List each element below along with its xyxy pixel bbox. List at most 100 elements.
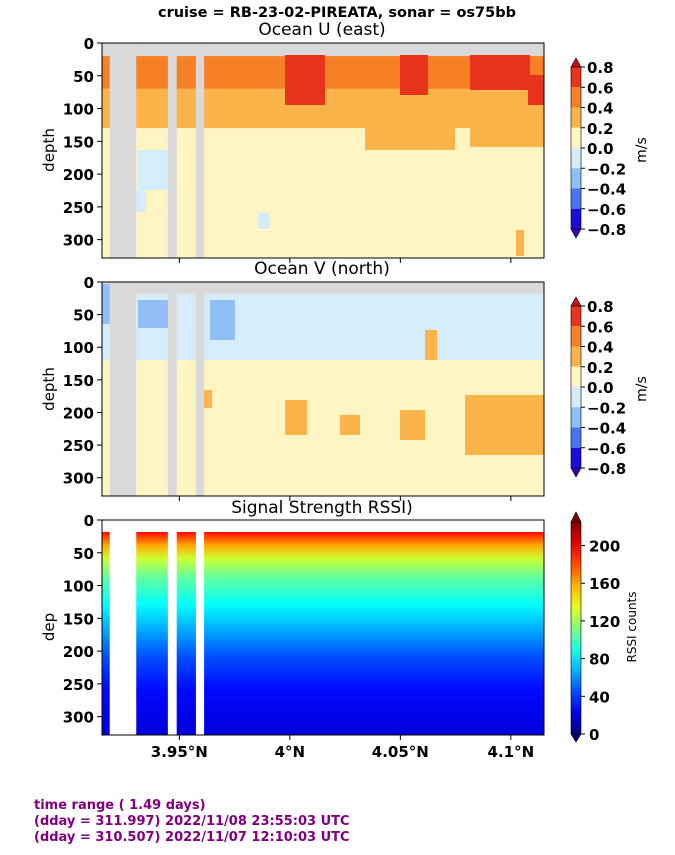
colorbar-tick-label: 0.6 [587, 318, 614, 336]
colorbar-tick-label: −0.6 [587, 440, 626, 458]
footer-line-start: (dday = 310.507) 2022/11/07 12:10:03 UTC [34, 830, 350, 845]
colorbar-segment [571, 127, 581, 148]
panel-u-yaxis: 0 50 100 150 200 250 300 [63, 35, 102, 250]
y-tick-label: 250 [63, 676, 94, 694]
y-tick-label: 100 [63, 339, 94, 357]
colorbar-segment [571, 387, 581, 408]
panel-u-frame [101, 42, 545, 259]
colorbar-tick-label: 80 [589, 651, 610, 669]
colorbar-tick-label: 0.0 [587, 140, 614, 158]
colorbar-segment [571, 188, 581, 209]
colorbar-tick-label: −0.2 [587, 399, 626, 417]
y-tick-label: 50 [73, 307, 94, 325]
panel-u-colorbar-label: m/s [634, 137, 650, 163]
colorbar-segment [571, 67, 581, 88]
panel-rssi-frame [101, 519, 545, 736]
y-tick-label: 0 [84, 512, 94, 530]
panel-u-colorbar: 0.8 0.6 0.4 0.2 0.0 −0.2 −0.4 −0.6 −0.8 [570, 57, 626, 239]
figure-suptitle: cruise = RB-23-02-PIREATA, sonar = os75b… [158, 5, 516, 21]
panel-v-gaps [109, 282, 205, 496]
data-gap [195, 43, 205, 258]
colorbar-tick-label: −0.6 [587, 201, 626, 219]
colorbar-tick-label: −0.4 [587, 181, 626, 199]
y-tick-label: 0 [84, 35, 94, 53]
panel-rssi-colorbar-label: RSSI counts [625, 591, 639, 662]
v-patch-pos [340, 415, 360, 435]
colorbar-segment [571, 148, 581, 169]
y-tick-label: 50 [73, 68, 94, 86]
u-patch-neg [258, 213, 270, 229]
u-patch-neg [138, 150, 168, 190]
panel-v-xticks [178, 496, 512, 501]
data-gap [167, 43, 177, 258]
v-patch-pos [400, 410, 425, 440]
y-tick-label: 50 [73, 545, 94, 563]
colorbar-segment [571, 208, 581, 229]
panel-v-ylabel: depth [40, 367, 58, 411]
y-tick-label: 150 [63, 372, 94, 390]
u-patch-strong [400, 55, 428, 95]
colorbar-tick-label: 0.4 [587, 339, 614, 357]
layer-band [102, 282, 544, 294]
data-gap [167, 282, 177, 496]
y-tick-label: 150 [63, 610, 94, 628]
y-tick-label: 200 [63, 404, 94, 422]
colorbar-segment [571, 366, 581, 387]
colorbar-tick-label: 160 [589, 575, 620, 593]
v-patch-neg2 [210, 300, 235, 340]
panel-v-frame [101, 281, 545, 497]
colorbar-segment [571, 306, 581, 327]
panel-u-patches [136, 55, 544, 256]
u-patch-neg [136, 190, 146, 212]
panel-rssi-yaxis: 0 50 100 150 200 250 300 [63, 512, 102, 727]
layer-band [102, 43, 544, 57]
colorbar-tick-label: 40 [589, 688, 610, 706]
u-patch-mid [365, 125, 455, 150]
colorbar-arrow-bottom [570, 228, 582, 239]
x-tick-label: 3.95°N [151, 743, 208, 761]
y-tick-label: 0 [84, 274, 94, 292]
x-tick-label: 4.05°N [372, 743, 429, 761]
panel-u-gaps [109, 43, 205, 258]
panel-v-colorbar-label: m/s [634, 376, 650, 402]
u-patch-strong [528, 75, 544, 105]
u-patch-mid [470, 125, 544, 147]
data-gap [195, 520, 205, 735]
panel-rssi-colorbar: 200 160 120 80 40 0 [570, 511, 620, 744]
colorbar-tick-label: 0.2 [587, 359, 614, 377]
panel-v-title: Ocean V (north) [254, 259, 390, 279]
panel-v-patches [102, 284, 544, 455]
panel-u-xticks [178, 258, 512, 263]
colorbar-arrow-top [570, 57, 582, 68]
y-tick-label: 200 [63, 166, 94, 184]
v-patch-neg1 [102, 284, 112, 324]
panel-rssi: Signal Strength RSSI) 0 50 100 150 200 250 300… [40, 498, 639, 761]
v-patch-pos [465, 395, 544, 455]
colorbar-tick-label: 0.6 [587, 79, 614, 97]
colorbar-tick-label: −0.8 [587, 460, 626, 478]
panel-rssi-title: Signal Strength RSSI) [231, 498, 413, 518]
v-patch-pos [425, 330, 437, 360]
colorbar-arrow-bottom [570, 467, 582, 478]
panel-v-yaxis: 0 50 100 150 200 250 300 [63, 274, 102, 488]
colorbar-tick-label: 200 [589, 538, 620, 556]
colorbar-tick-label: 0.0 [587, 379, 614, 397]
colorbar-tick-label: 0.2 [587, 120, 614, 138]
panel-v: Ocean V (north) 0 50 100 150 200 250 300 depth… [40, 259, 650, 501]
colorbar-segment [571, 346, 581, 367]
x-tick-label: 4°N [275, 743, 306, 761]
x-tick-label: 4.1°N [488, 743, 535, 761]
v-patch-pos [285, 400, 307, 435]
panel-rssi-gaps [109, 520, 205, 735]
panel-u: Ocean U (east) 0 50 100 150 200 250 300 depth [40, 20, 650, 263]
colorbar-segment [571, 447, 581, 468]
panel-rssi-ylabel: dep [40, 613, 58, 641]
colorbar-tick-label: 0.4 [587, 100, 614, 118]
data-gap [167, 520, 177, 735]
panel-rssi-plot: 0 50 100 150 200 250 300 3.95°N 4°N 4.05°N 4.1°N [63, 512, 545, 761]
footer-line-range: time range ( 1.49 days) [34, 798, 206, 813]
u-patch-strong [470, 55, 530, 90]
panel-rssi-xticks: 3.95°N 4°N 4.05°N 4.1°N [151, 735, 534, 761]
colorbar-segment [571, 168, 581, 189]
